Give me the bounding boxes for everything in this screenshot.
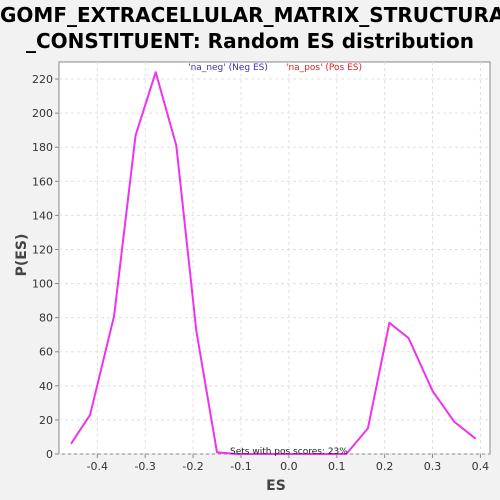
y-tick-label: 20: [39, 414, 53, 427]
x-tick-label: 0.2: [376, 460, 394, 473]
y-tick-label: 160: [32, 175, 53, 188]
x-tick-label: -0.2: [182, 460, 203, 473]
y-axis-label: P(ES): [14, 234, 30, 277]
x-tick-label: 0.3: [424, 460, 442, 473]
plot-area: [59, 62, 490, 454]
y-tick-label: 100: [32, 278, 53, 291]
x-tick-label: 0.0: [280, 460, 298, 473]
legend-neg-label: 'na_neg' (Neg ES): [188, 63, 268, 73]
y-tick-label: 80: [39, 312, 53, 325]
pos-score-annotation: Sets with pos scores: 23%: [230, 447, 348, 457]
y-tick-label: 220: [32, 73, 53, 86]
y-tick-label: 0: [46, 448, 53, 461]
x-tick-label: -0.1: [230, 460, 251, 473]
x-tick-label: 0.4: [472, 460, 490, 473]
x-tick-label: -0.3: [134, 460, 155, 473]
y-tick-label: 40: [39, 380, 53, 393]
y-tick-label: 60: [39, 346, 53, 359]
x-tick-label: 0.1: [328, 460, 346, 473]
y-tick-label: 180: [32, 141, 53, 154]
y-tick-label: 120: [32, 243, 53, 256]
y-tick-label: 200: [32, 107, 53, 120]
x-axis-label: ES: [266, 478, 286, 494]
y-tick-label: 140: [32, 209, 53, 222]
legend-pos-label: 'na_pos' (Pos ES): [286, 63, 362, 73]
y-ticks: 0 20 40 60 80 100 120 140 160 180 200 220: [32, 73, 59, 461]
x-tick-label: -0.4: [87, 460, 108, 473]
